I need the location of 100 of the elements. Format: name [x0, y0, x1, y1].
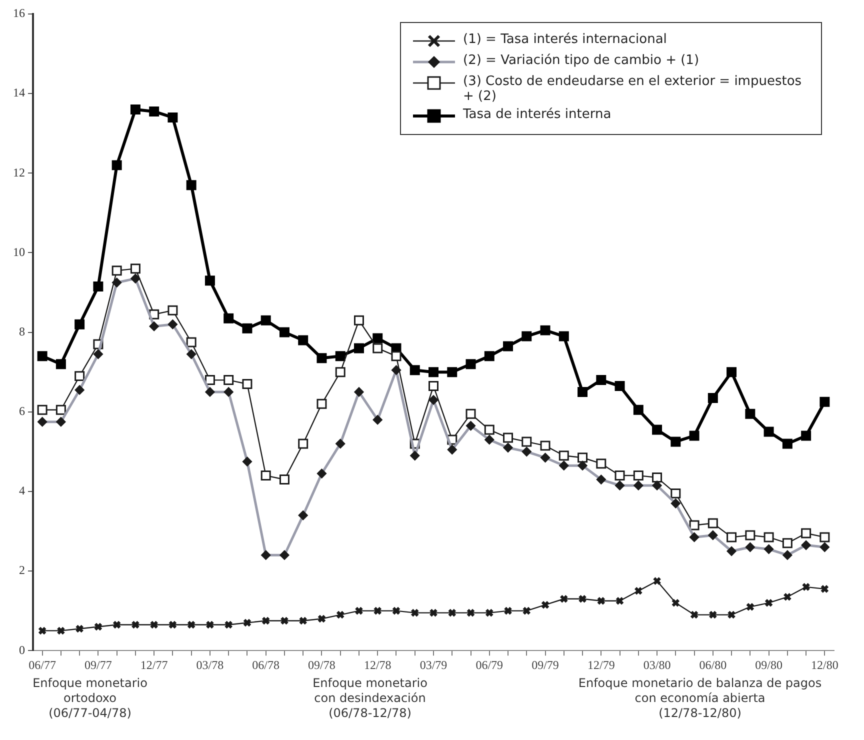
point [187, 620, 196, 630]
x-tick-label: 06/77 [28, 658, 56, 672]
y-tick-label: 0 [19, 642, 25, 657]
point [206, 620, 214, 630]
point [652, 424, 662, 435]
point [726, 546, 736, 556]
point [354, 343, 364, 354]
point [224, 387, 234, 397]
y-tick-label: 4 [19, 484, 25, 498]
point [392, 606, 401, 616]
point [578, 386, 588, 397]
point [261, 550, 271, 560]
point [466, 408, 476, 419]
point [745, 542, 755, 552]
point [801, 528, 812, 538]
point [354, 315, 364, 326]
text: Enfoque monetario ortodoxo (06/77-04/78) [32, 676, 148, 721]
point [522, 436, 532, 447]
point [112, 278, 122, 288]
point [615, 596, 624, 606]
point [802, 582, 810, 592]
x-tick-label: 09/80 [755, 658, 782, 672]
point [280, 550, 290, 560]
point [708, 392, 718, 403]
point [112, 160, 122, 170]
x-tick-label: 09/78 [308, 658, 336, 672]
point [726, 532, 737, 542]
point [670, 498, 680, 508]
point [186, 337, 196, 348]
point [93, 282, 104, 292]
point [764, 532, 774, 542]
x-tick-label: 12/78 [364, 658, 392, 672]
point [727, 610, 736, 620]
point [372, 415, 382, 425]
point [429, 608, 438, 618]
x-tick-label: 03/78 [196, 658, 224, 672]
point [559, 460, 569, 470]
point [634, 586, 643, 596]
point [633, 470, 644, 481]
point [726, 367, 737, 378]
point [484, 424, 494, 435]
x-tick-label: 12/79 [587, 658, 615, 672]
point [204, 375, 215, 386]
point [224, 620, 233, 630]
point [56, 404, 66, 415]
point [205, 387, 215, 397]
point [372, 343, 383, 354]
point [74, 385, 84, 395]
point [745, 408, 756, 419]
point [354, 387, 364, 397]
point [466, 421, 476, 431]
y-tick-label: 12 [13, 165, 25, 180]
point [372, 333, 383, 344]
point [168, 620, 178, 630]
point [336, 610, 345, 620]
x-tick-label: 03/80 [643, 658, 671, 672]
x-tick-label: 09/77 [84, 658, 112, 672]
y-tick-label: 2 [19, 563, 25, 578]
point [131, 620, 140, 630]
point [690, 610, 699, 620]
point [298, 438, 308, 449]
point [764, 426, 774, 437]
point [242, 618, 252, 628]
point [279, 474, 290, 485]
point [298, 616, 308, 626]
point [540, 325, 550, 336]
point [764, 544, 774, 554]
point [614, 470, 625, 481]
point [74, 319, 85, 330]
legend-label: (2) = Variación tipo de cambio + (1) [463, 53, 700, 68]
x-tick-label: 06/78 [252, 658, 280, 672]
x-tick-label: 06/79 [476, 658, 504, 672]
point [614, 381, 625, 392]
point [485, 608, 494, 618]
point [298, 510, 308, 520]
point [764, 598, 774, 608]
point [186, 180, 196, 190]
point [690, 532, 700, 542]
point [652, 576, 662, 586]
point [708, 610, 718, 620]
x-tick-label: 06/80 [699, 658, 727, 672]
point [596, 596, 606, 606]
point [540, 600, 550, 610]
point [560, 594, 568, 604]
y-tick-label: 14 [13, 86, 25, 100]
point [522, 606, 531, 616]
point [820, 584, 830, 594]
x-tick-label: 09/79 [532, 658, 559, 672]
y-tick-label: 6 [19, 404, 25, 418]
point [316, 468, 326, 478]
point [130, 264, 140, 274]
point [596, 375, 606, 386]
point [112, 266, 122, 276]
point [94, 622, 103, 632]
point [745, 530, 756, 540]
point [335, 351, 346, 362]
point [336, 438, 346, 448]
point [820, 396, 830, 407]
point [596, 474, 606, 484]
point [522, 446, 532, 456]
